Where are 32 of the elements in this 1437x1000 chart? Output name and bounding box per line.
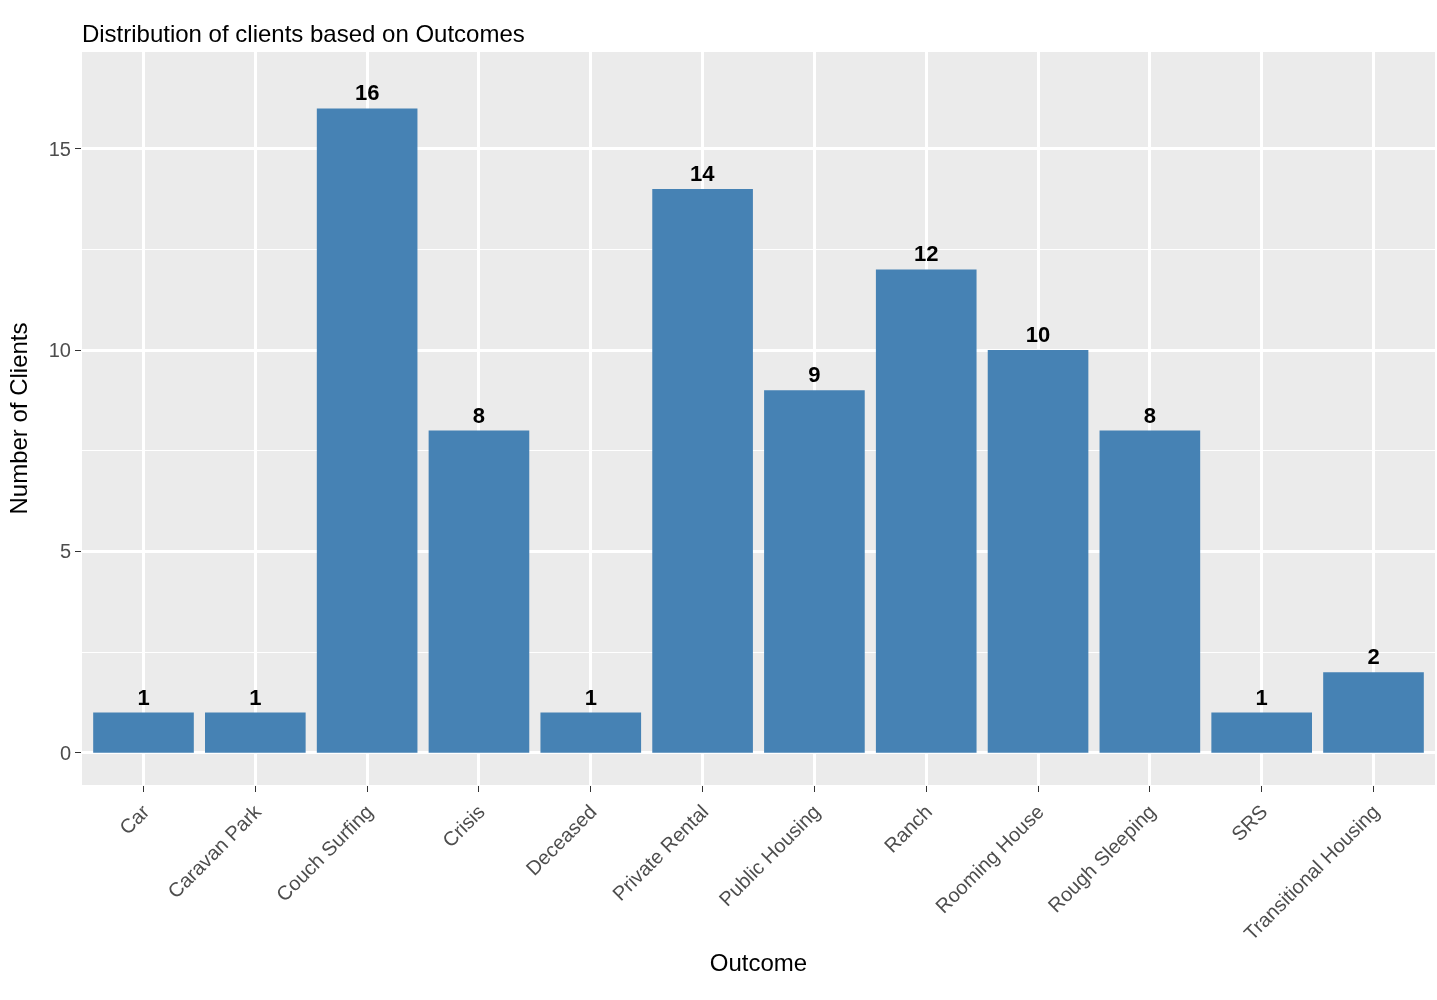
x-axis-title: Outcome — [709, 948, 808, 976]
y-tick-label: 0 — [59, 741, 71, 764]
x-tick-label: Car — [115, 800, 154, 839]
y-tick-label: 15 — [48, 137, 71, 160]
data-label: 1 — [1255, 684, 1268, 710]
bar — [987, 350, 1089, 753]
bar — [316, 108, 418, 753]
bar — [428, 430, 530, 753]
bar — [93, 712, 194, 753]
bar — [1211, 712, 1312, 753]
data-label: 10 — [1025, 322, 1051, 348]
y-tick-label: 10 — [48, 339, 71, 362]
data-label: 1 — [584, 684, 597, 710]
bar — [1099, 430, 1201, 753]
data-label: 8 — [472, 402, 486, 428]
chart-title: Distribution of clients based on Outcomes — [81, 19, 525, 47]
bar — [540, 712, 642, 753]
bar — [1323, 672, 1424, 753]
bar — [764, 390, 865, 753]
data-label: 12 — [913, 241, 939, 267]
data-label: 2 — [1367, 644, 1380, 670]
bar — [652, 188, 753, 753]
data-label: 8 — [1143, 402, 1156, 428]
bar — [205, 712, 306, 753]
bar — [875, 269, 977, 753]
data-label: 9 — [808, 362, 821, 388]
data-label: 16 — [354, 80, 380, 106]
y-axis-title: Number of Clients — [4, 322, 32, 515]
y-tick-label: 5 — [59, 540, 71, 563]
data-label: 1 — [137, 684, 150, 710]
data-label: 1 — [249, 684, 262, 710]
data-label: 14 — [689, 160, 716, 186]
